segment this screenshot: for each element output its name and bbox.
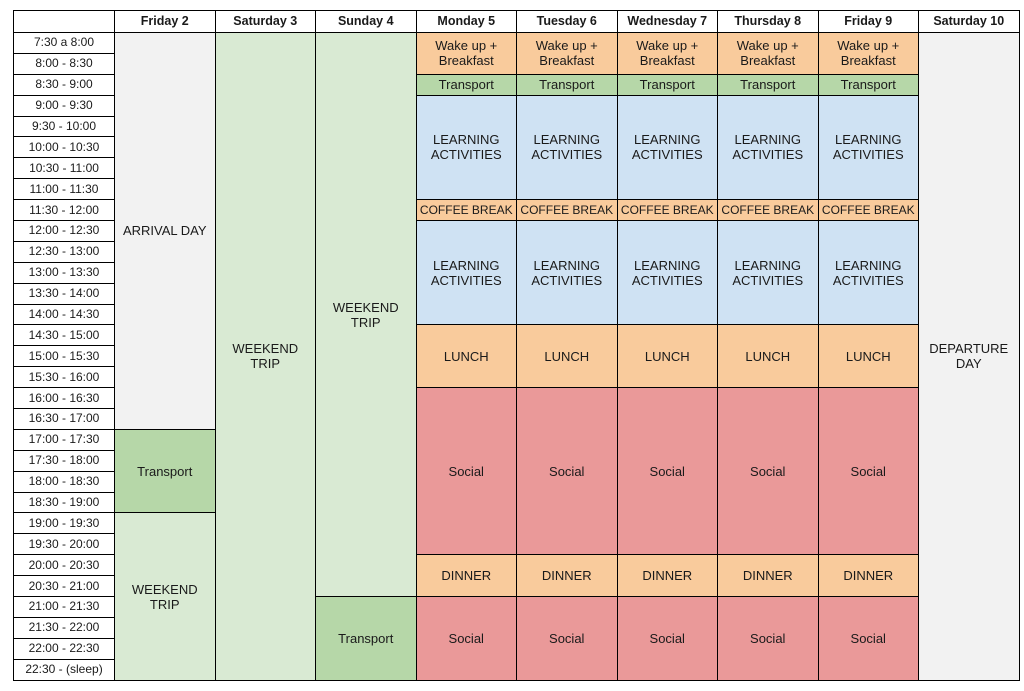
- thursday-8-learning-activities-block: LEARNING ACTIVITIES: [718, 221, 819, 326]
- thursday-8-learning-activities-block: LEARNING ACTIVITIES: [718, 95, 819, 201]
- wednesday-7-lunch-block: LUNCH: [617, 325, 718, 389]
- friday-arrival-day-block: ARRIVAL DAY: [115, 33, 216, 430]
- time-slot-label: 18:30 - 19:00: [14, 492, 115, 514]
- monday-5-social-block: Social: [416, 388, 517, 556]
- thursday-8-transport-block: Transport: [718, 74, 819, 96]
- wednesday-7-coffee-break-block: COFFEE BREAK: [617, 200, 718, 222]
- time-slot-label: 9:30 - 10:00: [14, 116, 115, 138]
- thursday-8-social-block: Social: [718, 388, 819, 556]
- tuesday-6-learning-activities-block: LEARNING ACTIVITIES: [517, 221, 618, 326]
- time-slot-label: 11:00 - 11:30: [14, 179, 115, 201]
- friday-9-dinner-block: DINNER: [818, 555, 919, 598]
- wednesday-7-dinner-block: DINNER: [617, 555, 718, 598]
- time-slot-label: 10:30 - 11:00: [14, 158, 115, 180]
- monday-5-learning-activities-block: LEARNING ACTIVITIES: [416, 221, 517, 326]
- tuesday-6-social-block: Social: [517, 597, 618, 681]
- friday-9-transport-block: Transport: [818, 74, 919, 96]
- time-slot-label: 13:30 - 14:00: [14, 283, 115, 305]
- monday-5-transport-block: Transport: [416, 74, 517, 96]
- wednesday-7-wake-up-breakfast-block: Wake up + Breakfast: [617, 33, 718, 75]
- thursday-8-wake-up-breakfast-block: Wake up + Breakfast: [718, 33, 819, 75]
- friday-9-social-block: Social: [818, 388, 919, 556]
- day-header-saturday-3: Saturday 3: [215, 11, 316, 33]
- tuesday-6-transport-block: Transport: [517, 74, 618, 96]
- time-slot-label: 20:30 - 21:00: [14, 576, 115, 598]
- thursday-8-lunch-block: LUNCH: [718, 325, 819, 389]
- time-slot-label: 12:00 - 12:30: [14, 221, 115, 242]
- day-header-saturday-10: Saturday 10: [919, 11, 1020, 33]
- wednesday-7-social-block: Social: [617, 388, 718, 556]
- time-slot-label: 7:30 a 8:00: [14, 33, 115, 54]
- friday-9-learning-activities-block: LEARNING ACTIVITIES: [818, 221, 919, 326]
- time-slot-label: 19:00 - 19:30: [14, 513, 115, 535]
- time-slot-label: 16:00 - 16:30: [14, 388, 115, 410]
- tuesday-6-learning-activities-block: LEARNING ACTIVITIES: [517, 95, 618, 201]
- time-slot-label: 12:30 - 13:00: [14, 241, 115, 263]
- thursday-8-dinner-block: DINNER: [718, 555, 819, 598]
- monday-5-learning-activities-block: LEARNING ACTIVITIES: [416, 95, 517, 201]
- time-slot-label: 22:30 - (sleep): [14, 659, 115, 681]
- time-slot-label: 8:30 - 9:00: [14, 74, 115, 96]
- friday-transport-block: Transport: [115, 429, 216, 514]
- day-header-friday-9: Friday 9: [818, 11, 919, 33]
- thursday-8-social-block: Social: [718, 597, 819, 681]
- sunday-transport-block: Transport: [316, 597, 417, 681]
- monday-5-wake-up-breakfast-block: Wake up + Breakfast: [416, 33, 517, 75]
- time-slot-label: 16:30 - 17:00: [14, 409, 115, 430]
- time-slot-label: 18:00 - 18:30: [14, 471, 115, 493]
- tuesday-6-social-block: Social: [517, 388, 618, 556]
- day-header-sunday-4: Sunday 4: [316, 11, 417, 33]
- sunday-weekend-trip-block: WEEKEND TRIP: [316, 33, 417, 598]
- time-slot-label: 15:00 - 15:30: [14, 346, 115, 368]
- time-slot-label: 20:00 - 20:30: [14, 555, 115, 577]
- time-slot-label: 19:30 - 20:00: [14, 534, 115, 556]
- day-header-tuesday-6: Tuesday 6: [517, 11, 618, 33]
- time-slot-label: 9:00 - 9:30: [14, 95, 115, 117]
- friday-9-coffee-break-block: COFFEE BREAK: [818, 200, 919, 222]
- monday-5-social-block: Social: [416, 597, 517, 681]
- friday-weekend-trip-block: WEEKEND TRIP: [115, 513, 216, 681]
- time-slot-label: 10:00 - 10:30: [14, 137, 115, 159]
- day-header-friday-2: Friday 2: [115, 11, 216, 33]
- monday-5-dinner-block: DINNER: [416, 555, 517, 598]
- saturday-weekend-trip-block: WEEKEND TRIP: [215, 33, 316, 681]
- time-slot-label: 14:00 - 14:30: [14, 304, 115, 326]
- tuesday-6-coffee-break-block: COFFEE BREAK: [517, 200, 618, 222]
- tuesday-6-dinner-block: DINNER: [517, 555, 618, 598]
- time-slot-label: 14:30 - 15:00: [14, 325, 115, 347]
- friday-9-social-block: Social: [818, 597, 919, 681]
- thursday-8-coffee-break-block: COFFEE BREAK: [718, 200, 819, 222]
- monday-5-lunch-block: LUNCH: [416, 325, 517, 389]
- time-slot-label: 13:00 - 13:30: [14, 262, 115, 284]
- time-slot-label: 21:30 - 22:00: [14, 617, 115, 639]
- time-slot-label: 15:30 - 16:00: [14, 367, 115, 389]
- day-header-wednesday-7: Wednesday 7: [617, 11, 718, 33]
- tuesday-6-wake-up-breakfast-block: Wake up + Breakfast: [517, 33, 618, 75]
- time-slot-label: 8:00 - 8:30: [14, 53, 115, 75]
- day-header-monday-5: Monday 5: [416, 11, 517, 33]
- header-corner: [14, 11, 115, 33]
- time-slot-label: 22:00 - 22:30: [14, 638, 115, 660]
- friday-9-learning-activities-block: LEARNING ACTIVITIES: [818, 95, 919, 201]
- wednesday-7-learning-activities-block: LEARNING ACTIVITIES: [617, 95, 718, 201]
- time-slot-label: 11:30 - 12:00: [14, 200, 115, 222]
- wednesday-7-transport-block: Transport: [617, 74, 718, 96]
- friday-9-lunch-block: LUNCH: [818, 325, 919, 389]
- time-slot-label: 17:30 - 18:00: [14, 450, 115, 472]
- wednesday-7-social-block: Social: [617, 597, 718, 681]
- schedule-grid: Friday 2 Saturday 3 Sunday 4 Monday 5 Tu…: [13, 10, 1020, 681]
- friday-9-wake-up-breakfast-block: Wake up + Breakfast: [818, 33, 919, 75]
- monday-5-coffee-break-block: COFFEE BREAK: [416, 200, 517, 222]
- wednesday-7-learning-activities-block: LEARNING ACTIVITIES: [617, 221, 718, 326]
- departure-day-block: DEPARTURE DAY: [919, 33, 1020, 681]
- day-header-thursday-8: Thursday 8: [718, 11, 819, 33]
- time-slot-label: 21:00 - 21:30: [14, 597, 115, 618]
- tuesday-6-lunch-block: LUNCH: [517, 325, 618, 389]
- time-slot-label: 17:00 - 17:30: [14, 429, 115, 451]
